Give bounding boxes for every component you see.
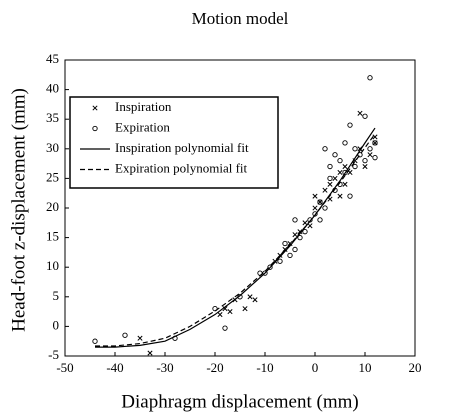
data-point <box>277 258 283 264</box>
data-point <box>367 75 373 81</box>
data-point <box>337 169 343 176</box>
data-point <box>222 325 228 331</box>
data-point <box>307 223 313 229</box>
data-point <box>337 157 343 164</box>
data-point <box>227 309 233 315</box>
data-point <box>357 110 363 116</box>
y-tick-label: 10 <box>46 258 59 273</box>
legend: Inspiration Expiration Inspiration polynom… <box>69 96 279 189</box>
data-point <box>347 122 353 128</box>
data-point <box>287 252 293 259</box>
data-point <box>292 246 298 253</box>
data-point <box>92 338 98 344</box>
data-point <box>122 332 128 338</box>
data-point <box>337 193 343 199</box>
legend-box <box>69 96 279 189</box>
x-tick-label: -50 <box>56 360 73 375</box>
data-point <box>217 312 223 318</box>
data-point <box>247 294 253 300</box>
y-tick-label: 20 <box>46 199 59 214</box>
y-tick-label: 25 <box>46 169 59 184</box>
y-axis-label: Head-foot z-displacement (mm) <box>8 88 29 332</box>
data-point <box>342 181 348 187</box>
data-point <box>242 306 248 312</box>
y-tick-label: 40 <box>46 81 59 96</box>
legend-label: Expiration <box>115 119 170 134</box>
data-point <box>327 181 333 187</box>
data-point <box>362 157 368 164</box>
legend-label: Expiration polynomial fit <box>115 160 248 175</box>
y-tick-label: 45 <box>46 51 59 66</box>
data-point <box>332 152 338 158</box>
x-tick-label: -10 <box>256 360 273 375</box>
data-point <box>372 134 378 140</box>
fit-line <box>95 133 376 347</box>
fit-line <box>95 127 376 348</box>
data-point <box>352 163 358 170</box>
data-point <box>362 113 368 119</box>
data-point <box>212 305 218 312</box>
legend-label: Inspiration polynomial fit <box>115 140 249 155</box>
data-point <box>322 205 328 211</box>
x-tick-label: -20 <box>206 360 223 375</box>
data-point <box>372 155 378 161</box>
chart-title: Motion model <box>192 9 289 28</box>
data-point <box>317 217 323 223</box>
y-tick-label: 15 <box>46 229 59 244</box>
data-point <box>147 350 153 356</box>
x-tick-label: 10 <box>359 360 372 375</box>
data-point <box>322 146 328 152</box>
data-point <box>367 152 373 158</box>
data-point <box>327 163 333 170</box>
data-point <box>362 164 368 170</box>
data-point <box>297 234 303 241</box>
data-point <box>137 335 143 341</box>
data-point <box>297 229 303 235</box>
x-axis-label: Diaphragm displacement (mm) <box>121 391 358 412</box>
data-point <box>342 164 348 170</box>
data-point <box>252 297 258 303</box>
data-point <box>312 211 318 217</box>
data-point <box>222 306 228 312</box>
data-point <box>302 229 308 235</box>
data-point <box>372 140 378 146</box>
x-tick-label: -40 <box>106 360 123 375</box>
data-point <box>312 205 318 211</box>
data-point <box>267 264 273 270</box>
data-point <box>302 220 308 226</box>
data-point <box>317 199 323 205</box>
data-point <box>367 146 373 152</box>
legend-symbol <box>92 105 98 111</box>
data-point <box>292 217 298 223</box>
x-tick-label: 20 <box>409 360 422 375</box>
data-point <box>312 193 318 199</box>
legend-symbol <box>92 125 98 132</box>
data-point <box>342 140 348 146</box>
data-point <box>327 175 333 182</box>
data-point <box>322 187 328 193</box>
x-tick-label: -30 <box>156 360 173 375</box>
y-tick-label: -5 <box>48 347 59 362</box>
data-point <box>352 146 358 152</box>
y-tick-label: 35 <box>46 110 59 125</box>
y-tick-label: 5 <box>53 288 60 303</box>
data-point <box>332 175 338 181</box>
y-tick-label: 30 <box>46 140 59 155</box>
data-point <box>292 232 298 238</box>
x-tick-label: 0 <box>312 360 319 375</box>
y-tick-label: 0 <box>53 317 60 332</box>
data-point <box>282 240 288 247</box>
data-point <box>347 193 353 199</box>
legend-label: Inspiration <box>115 99 172 114</box>
